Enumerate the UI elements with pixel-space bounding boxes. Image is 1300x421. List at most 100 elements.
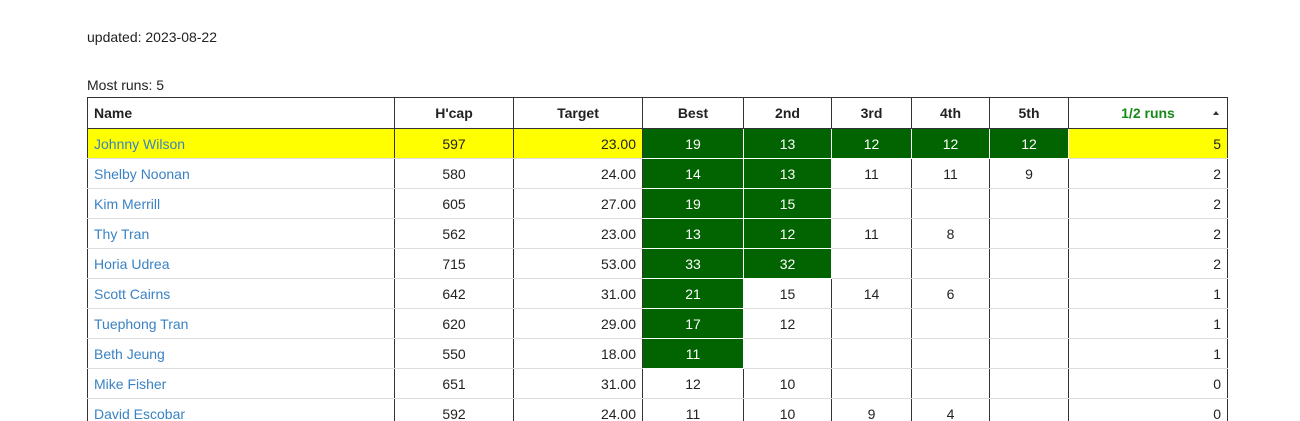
target-cell: 29.00 <box>513 308 643 339</box>
run-best-cell: 19 <box>642 128 744 159</box>
run-best-cell: 11 <box>642 398 744 421</box>
table-row: Scott Cairns 642 31.00 21 15 14 6 1 <box>87 278 1228 309</box>
table-row: David Escobar 592 24.00 11 10 9 4 0 <box>87 398 1228 421</box>
run-2nd-cell: 15 <box>743 188 832 219</box>
target-cell: 18.00 <box>513 338 643 369</box>
run-4th-cell: 12 <box>911 128 990 159</box>
col-header-target[interactable]: Target <box>513 97 643 129</box>
run-3rd-cell: 12 <box>831 128 912 159</box>
run-best-cell: 17 <box>642 308 744 339</box>
player-name-link[interactable]: Mike Fisher <box>94 375 167 392</box>
run-4th-cell <box>911 308 990 339</box>
hcap-cell: 715 <box>394 248 514 279</box>
run-3rd-cell: 9 <box>831 398 912 421</box>
table-row: Beth Jeung 550 18.00 11 1 <box>87 338 1228 369</box>
player-name-link[interactable]: Horia Udrea <box>94 255 170 272</box>
target-cell: 31.00 <box>513 368 643 399</box>
player-name-cell: Kim Merrill <box>87 188 395 219</box>
target-cell: 53.00 <box>513 248 643 279</box>
run-best-cell: 14 <box>642 158 744 189</box>
leaderboard-table: Name H'cap Target Best 2nd 3rd 4th 5th 1… <box>87 97 1228 421</box>
run-5th-cell <box>989 218 1069 249</box>
sort-ascending-icon <box>1213 111 1219 115</box>
col-header-name[interactable]: Name <box>87 97 395 129</box>
run-2nd-cell: 10 <box>743 368 832 399</box>
half-runs-cell: 0 <box>1068 368 1228 399</box>
run-2nd-cell: 15 <box>743 278 832 309</box>
run-best-cell: 33 <box>642 248 744 279</box>
hcap-cell: 562 <box>394 218 514 249</box>
half-runs-cell: 1 <box>1068 308 1228 339</box>
run-3rd-cell: 11 <box>831 218 912 249</box>
half-runs-cell: 1 <box>1068 338 1228 369</box>
half-runs-cell: 1 <box>1068 278 1228 309</box>
player-name-link[interactable]: Beth Jeung <box>94 345 165 362</box>
table-row: Shelby Noonan 580 24.00 14 13 11 11 9 2 <box>87 158 1228 189</box>
most-runs-label: Most runs: 5 <box>87 77 165 93</box>
run-3rd-cell <box>831 248 912 279</box>
hcap-cell: 597 <box>394 128 514 159</box>
player-name-link[interactable]: David Escobar <box>94 405 186 421</box>
header-row: Name H'cap Target Best 2nd 3rd 4th 5th 1… <box>87 97 1228 129</box>
run-5th-cell <box>989 278 1069 309</box>
player-name-link[interactable]: Scott Cairns <box>94 285 171 302</box>
table-row: Thy Tran 562 23.00 13 12 11 8 2 <box>87 218 1228 249</box>
run-3rd-cell <box>831 368 912 399</box>
table-row: Mike Fisher 651 31.00 12 10 0 <box>87 368 1228 399</box>
hcap-cell: 642 <box>394 278 514 309</box>
player-name-cell: Scott Cairns <box>87 278 395 309</box>
player-name-link[interactable]: Johnny Wilson <box>94 135 186 152</box>
player-name-cell: Mike Fisher <box>87 368 395 399</box>
run-3rd-cell <box>831 308 912 339</box>
run-3rd-cell: 11 <box>831 158 912 189</box>
run-2nd-cell <box>743 338 832 369</box>
run-4th-cell: 4 <box>911 398 990 421</box>
run-2nd-cell: 13 <box>743 128 832 159</box>
hcap-cell: 605 <box>394 188 514 219</box>
half-runs-cell: 5 <box>1068 128 1228 159</box>
run-4th-cell <box>911 248 990 279</box>
run-best-cell: 19 <box>642 188 744 219</box>
run-5th-cell <box>989 308 1069 339</box>
col-header-2nd[interactable]: 2nd <box>743 97 832 129</box>
run-best-cell: 11 <box>642 338 744 369</box>
hcap-cell: 580 <box>394 158 514 189</box>
player-name-link[interactable]: Shelby Noonan <box>94 165 190 182</box>
half-runs-cell: 2 <box>1068 188 1228 219</box>
col-header-hcap[interactable]: H'cap <box>394 97 514 129</box>
run-5th-cell <box>989 368 1069 399</box>
run-3rd-cell <box>831 338 912 369</box>
updated-date: updated: 2023-08-22 <box>87 29 217 45</box>
run-best-cell: 21 <box>642 278 744 309</box>
target-cell: 23.00 <box>513 218 643 249</box>
run-2nd-cell: 12 <box>743 218 832 249</box>
table-row: Horia Udrea 715 53.00 33 32 2 <box>87 248 1228 279</box>
target-cell: 27.00 <box>513 188 643 219</box>
run-best-cell: 13 <box>642 218 744 249</box>
player-name-link[interactable]: Tuephong Tran <box>94 315 189 332</box>
run-5th-cell <box>989 338 1069 369</box>
run-4th-cell <box>911 338 990 369</box>
run-3rd-cell <box>831 188 912 219</box>
run-4th-cell: 6 <box>911 278 990 309</box>
player-name-cell: David Escobar <box>87 398 395 421</box>
player-name-link[interactable]: Kim Merrill <box>94 195 161 212</box>
hcap-cell: 592 <box>394 398 514 421</box>
col-header-4th[interactable]: 4th <box>911 97 990 129</box>
run-5th-cell <box>989 188 1069 219</box>
col-header-3rd[interactable]: 3rd <box>831 97 912 129</box>
run-5th-cell: 12 <box>989 128 1069 159</box>
table-row: Kim Merrill 605 27.00 19 15 2 <box>87 188 1228 219</box>
col-header-5th[interactable]: 5th <box>989 97 1069 129</box>
table-row: Tuephong Tran 620 29.00 17 12 1 <box>87 308 1228 339</box>
hcap-cell: 620 <box>394 308 514 339</box>
player-name-link[interactable]: Thy Tran <box>94 225 150 242</box>
run-4th-cell <box>911 368 990 399</box>
col-header-best[interactable]: Best <box>642 97 744 129</box>
hcap-cell: 651 <box>394 368 514 399</box>
run-2nd-cell: 12 <box>743 308 832 339</box>
player-name-cell: Beth Jeung <box>87 338 395 369</box>
target-cell: 24.00 <box>513 158 643 189</box>
col-header-half-runs[interactable]: 1/2 runs <box>1068 97 1228 129</box>
target-cell: 31.00 <box>513 278 643 309</box>
